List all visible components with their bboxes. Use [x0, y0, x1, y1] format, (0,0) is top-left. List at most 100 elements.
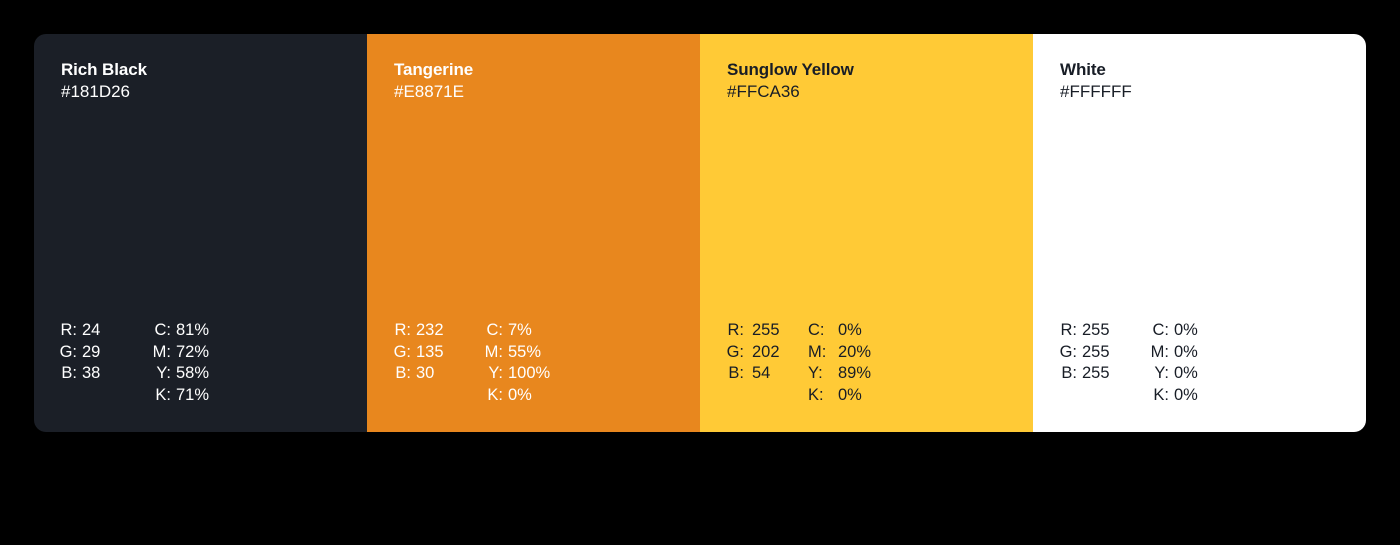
cmyk-row-k: K: 0% — [808, 385, 871, 407]
swatch-name: Tangerine — [394, 60, 474, 79]
swatch-hex: #E8871E — [394, 82, 464, 101]
value-label: C: — [808, 321, 825, 339]
value-number: 20% — [838, 342, 872, 361]
value-number: 202 — [752, 342, 780, 361]
cmyk-row-y: Y: 100% — [479, 363, 550, 385]
swatch-hex: #181D26 — [61, 82, 131, 101]
cmyk-values: C: 0% M: 0% Y: 0% K: 0% — [1145, 320, 1198, 407]
swatch-name: White — [1060, 60, 1106, 79]
value-number: 7% — [508, 321, 532, 339]
cmyk-row-y: Y: 58% — [147, 363, 209, 385]
rgb-values: R: 255 G: 202 B: 54 — [724, 320, 780, 385]
swatch-white: White #FFFFFF R: 255 G: 255 B: 255 C: 0% M: 0… — [1033, 34, 1366, 432]
value-label: C: — [154, 321, 172, 339]
value-label: R: — [727, 321, 745, 339]
value-label: G: — [726, 342, 744, 361]
value-number: 0% — [838, 386, 862, 405]
value-label: R: — [1060, 321, 1078, 339]
cmyk-row-k: K: 0% — [1145, 385, 1198, 407]
value-number: 30 — [416, 364, 435, 383]
value-label: K: — [487, 386, 503, 405]
rgb-values: R: 24 G: 29 B: 38 — [59, 320, 101, 385]
value-number: 255 — [1082, 321, 1110, 339]
value-number: 232 — [416, 321, 444, 339]
value-label: R: — [60, 321, 78, 339]
rgb-row-b: B: 54 — [724, 363, 780, 385]
swatch-tangerine: Tangerine #E8871E R: 232 G: 135 B: 30 C: 7% … — [367, 34, 700, 432]
rgb-row-g: G: 202 — [724, 342, 780, 364]
swatch-sunglow-yellow: Sunglow Yellow #FFCA36 R: 255 G: 202 B: 54 … — [700, 34, 1033, 432]
value-label: Y: — [156, 364, 171, 383]
value-label: C: — [486, 321, 504, 339]
rgb-row-r: R: 232 — [391, 320, 444, 342]
value-number: 135 — [416, 342, 444, 361]
value-number: 38 — [82, 364, 101, 383]
cmyk-row-m: M: 55% — [479, 342, 550, 364]
swatch-name: Rich Black — [61, 60, 147, 79]
value-label: R: — [394, 321, 412, 339]
cmyk-row-c: C: 0% — [1145, 320, 1198, 342]
rgb-row-r: R: 24 — [59, 320, 101, 342]
value-label: B: — [61, 364, 77, 383]
value-label: M: — [484, 342, 503, 361]
swatch-name: Sunglow Yellow — [727, 60, 854, 79]
rgb-row-b: B: 30 — [391, 363, 444, 385]
value-number: 58% — [176, 364, 210, 383]
value-number: 255 — [1082, 364, 1110, 383]
value-number: 55% — [508, 342, 542, 361]
value-number: 255 — [752, 321, 780, 339]
rgb-row-g: G: 255 — [1057, 342, 1110, 364]
value-number: 89% — [838, 364, 872, 383]
value-label: M: — [152, 342, 171, 361]
swatch-hex: #FFCA36 — [727, 82, 800, 101]
swatch-rich-black: Rich Black #181D26 R: 24 G: 29 B: 38 C: 81% … — [34, 34, 367, 432]
value-number: 0% — [1174, 386, 1198, 405]
cmyk-row-y: Y: 0% — [1145, 363, 1198, 385]
cmyk-row-k: K: 71% — [147, 385, 209, 407]
value-number: 0% — [508, 386, 532, 405]
value-number: 100% — [508, 364, 551, 383]
value-label: M: — [808, 342, 827, 361]
value-number: 24 — [82, 321, 101, 339]
value-label: M: — [1150, 342, 1169, 361]
value-label: B: — [1061, 364, 1077, 383]
value-number: 0% — [1174, 364, 1198, 383]
cmyk-row-k: K: 0% — [479, 385, 550, 407]
color-palette: Rich Black #181D26 R: 24 G: 29 B: 38 C: 81% … — [34, 34, 1366, 432]
value-label: Y: — [808, 364, 823, 383]
rgb-row-b: B: 255 — [1057, 363, 1110, 385]
cmyk-row-c: C: 0% — [808, 320, 871, 342]
cmyk-values: C: 81% M: 72% Y: 58% K: 71% — [147, 320, 209, 407]
value-label: B: — [728, 364, 744, 383]
cmyk-row-m: M: 0% — [1145, 342, 1198, 364]
value-label: Y: — [1154, 364, 1169, 383]
rgb-row-b: B: 38 — [59, 363, 100, 385]
cmyk-row-c: C: 7% — [479, 320, 550, 342]
value-label: K: — [1153, 386, 1169, 405]
cmyk-values: C: 0% M: 20% Y: 89% K: 0% — [808, 320, 871, 407]
rgb-row-r: R: 255 — [1057, 320, 1110, 342]
cmyk-values: C: 7% M: 55% Y: 100% K: 0% — [479, 320, 551, 407]
value-number: 0% — [1174, 321, 1198, 339]
value-number: 54 — [752, 364, 771, 383]
value-label: Y: — [488, 364, 503, 383]
value-label: K: — [808, 386, 824, 405]
value-number: 0% — [1174, 342, 1198, 361]
rgb-values: R: 255 G: 255 B: 255 — [1057, 320, 1110, 385]
value-label: G: — [1059, 342, 1077, 361]
value-label: G: — [393, 342, 411, 361]
value-number: 71% — [176, 386, 210, 405]
cmyk-row-m: M: 20% — [808, 342, 871, 364]
value-label: B: — [395, 364, 411, 383]
value-number: 72% — [176, 342, 210, 361]
value-label: K: — [155, 386, 171, 405]
value-number: 255 — [1082, 342, 1110, 361]
value-number: 0% — [838, 321, 862, 339]
rgb-row-r: R: 255 — [724, 320, 780, 342]
rgb-row-g: G: 135 — [391, 342, 444, 364]
value-number: 81% — [176, 321, 210, 339]
rgb-values: R: 232 G: 135 B: 30 — [391, 320, 444, 385]
rgb-row-g: G: 29 — [59, 342, 101, 364]
cmyk-row-y: Y: 89% — [808, 363, 871, 385]
value-label: G: — [59, 342, 77, 361]
